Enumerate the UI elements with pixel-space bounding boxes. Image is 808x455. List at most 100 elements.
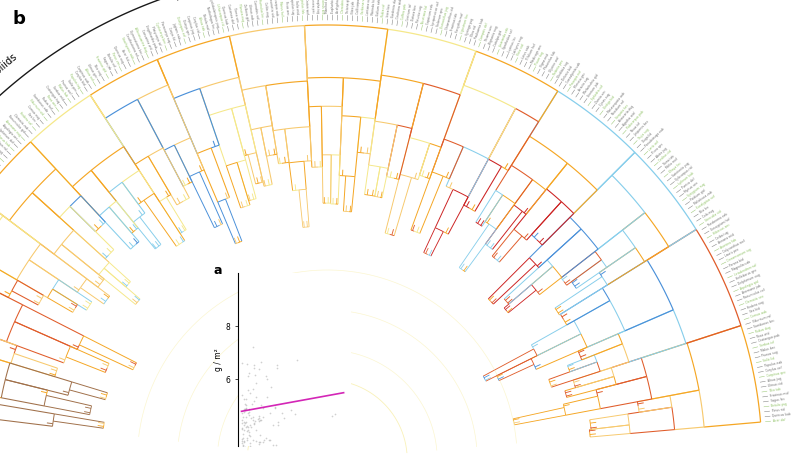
- Point: [328, 410, 341, 418]
- Text: Prunus wof: Prunus wof: [60, 79, 73, 95]
- Text: Gossypium hof: Gossypium hof: [709, 217, 730, 232]
- Text: Thuja sug: Thuja sug: [637, 127, 650, 141]
- Point: [263, 409, 276, 416]
- Text: Jacaranda zab: Jacaranda zab: [498, 27, 510, 49]
- Point: [238, 426, 250, 434]
- Point: [255, 402, 267, 409]
- Text: Catalpa gid: Catalpa gid: [494, 29, 503, 46]
- Text: Annona mid: Annona mid: [718, 233, 735, 245]
- Text: Forsythia mof: Forsythia mof: [455, 12, 465, 33]
- Point: [247, 420, 260, 427]
- Point: [243, 422, 256, 429]
- Text: Cinchona wid: Cinchona wid: [396, 0, 403, 19]
- Point: [240, 395, 253, 403]
- Text: Acer dof: Acer dof: [772, 418, 785, 423]
- Text: Coffea pab: Coffea pab: [401, 3, 408, 20]
- Point: [247, 420, 260, 427]
- Text: Humulus lec: Humulus lec: [257, 0, 264, 18]
- Text: Sorbus mid: Sorbus mid: [51, 85, 65, 101]
- Text: Metasequoia aab: Metasequoia aab: [607, 91, 626, 114]
- Text: Juniperus bec: Juniperus bec: [633, 120, 650, 137]
- Point: [238, 421, 250, 429]
- Text: Lotus oab: Lotus oab: [521, 44, 531, 59]
- Text: Trifolium hof: Trifolium hof: [526, 43, 538, 61]
- Point: [239, 446, 252, 454]
- Text: Eucalyptus sof: Eucalyptus sof: [696, 195, 716, 211]
- Text: Liriodendron nof: Liriodendron nof: [734, 263, 757, 277]
- Text: Ricinus bid: Ricinus bid: [320, 0, 324, 13]
- Text: Euphorbia nof: Euphorbia nof: [330, 0, 335, 13]
- Text: Ulmus cid: Ulmus cid: [768, 381, 783, 388]
- Point: [240, 447, 253, 455]
- Text: Helleborus gec: Helleborus gec: [735, 268, 758, 281]
- Text: Magnolia uab: Magnolia uab: [731, 260, 751, 272]
- Point: [256, 453, 269, 455]
- Point: [241, 427, 254, 435]
- Point: [246, 385, 259, 393]
- Text: Morus hof: Morus hof: [279, 0, 284, 15]
- Point: [290, 356, 303, 364]
- Text: Ulmus zab: Ulmus zab: [247, 3, 254, 20]
- Text: Toona tab: Toona tab: [662, 154, 675, 167]
- Text: Ceuthostoma rof: Ceuthostoma rof: [124, 32, 138, 56]
- Text: Vigna mid: Vigna mid: [539, 53, 550, 68]
- Text: Hibiscus aec: Hibiscus aec: [712, 223, 730, 236]
- Point: [236, 445, 249, 452]
- Point: [240, 414, 253, 421]
- Text: Paulownia kab: Paulownia kab: [474, 18, 486, 39]
- Text: Rubus dug: Rubus dug: [755, 325, 771, 334]
- Point: [252, 440, 265, 447]
- Text: Clerodendrum xug: Clerodendrum xug: [341, 0, 346, 13]
- Text: Engelhardia pab: Engelhardia pab: [144, 24, 157, 48]
- Point: [253, 453, 266, 455]
- Text: Gnetum jab: Gnetum jab: [587, 81, 600, 98]
- Text: Ilex lec: Ilex lec: [27, 112, 36, 123]
- Text: Ulmus gec: Ulmus gec: [86, 63, 98, 78]
- Text: Mimosa gec: Mimosa gec: [574, 72, 587, 90]
- Point: [257, 438, 270, 445]
- Point: [243, 431, 256, 439]
- Text: Prosopis nof: Prosopis nof: [570, 69, 583, 86]
- Point: [247, 364, 260, 372]
- Point: [267, 421, 280, 429]
- Text: Aquilegia uec: Aquilegia uec: [1, 123, 18, 140]
- Point: [250, 427, 263, 434]
- Text: Punica dof: Punica dof: [681, 177, 696, 190]
- Point: [271, 364, 284, 371]
- Point: [267, 442, 280, 449]
- Text: Populus tug: Populus tug: [288, 0, 294, 15]
- Text: Acalypha gec: Acalypha gec: [335, 0, 340, 13]
- Text: Jatropha iug: Jatropha iug: [315, 0, 319, 13]
- Text: Khaya fec: Khaya fec: [668, 162, 682, 174]
- Point: [257, 404, 270, 412]
- Point: [238, 443, 251, 450]
- Text: Helleborus kab: Helleborus kab: [0, 129, 11, 147]
- Point: [239, 453, 252, 455]
- Point: [235, 445, 248, 453]
- Text: Juglans eab: Juglans eab: [170, 21, 180, 39]
- Text: Crataegus pab: Crataegus pab: [758, 334, 780, 344]
- Point: [250, 453, 263, 455]
- Text: Populus iug: Populus iug: [68, 73, 81, 89]
- Point: [236, 430, 249, 437]
- Text: Melaleuca zab: Melaleuca zab: [693, 191, 713, 206]
- Point: [236, 420, 249, 427]
- Point: [242, 409, 255, 416]
- Point: [284, 406, 297, 414]
- Text: Lycopersicon xof: Lycopersicon xof: [431, 1, 440, 26]
- Point: [247, 361, 260, 369]
- Text: Datura bec: Datura bec: [411, 5, 418, 22]
- Text: Aquilegia qid: Aquilegia qid: [739, 279, 759, 291]
- Text: Cestrum iof: Cestrum iof: [406, 3, 413, 21]
- Text: Anemone jab: Anemone jab: [742, 284, 761, 295]
- Text: Ranunculus cof: Ranunculus cof: [743, 288, 766, 300]
- Point: [269, 441, 282, 449]
- Text: Ostryopsis xof: Ostryopsis xof: [175, 16, 185, 37]
- Text: Corylus cid: Corylus cid: [191, 16, 200, 33]
- Text: Malus fab: Malus fab: [57, 84, 69, 98]
- Text: Fagus jab: Fagus jab: [101, 56, 112, 71]
- Text: Glycine wof: Glycine wof: [548, 56, 560, 73]
- Text: Lathyrus eug: Lathyrus eug: [512, 35, 524, 55]
- Point: [252, 412, 265, 419]
- Point: [236, 391, 249, 399]
